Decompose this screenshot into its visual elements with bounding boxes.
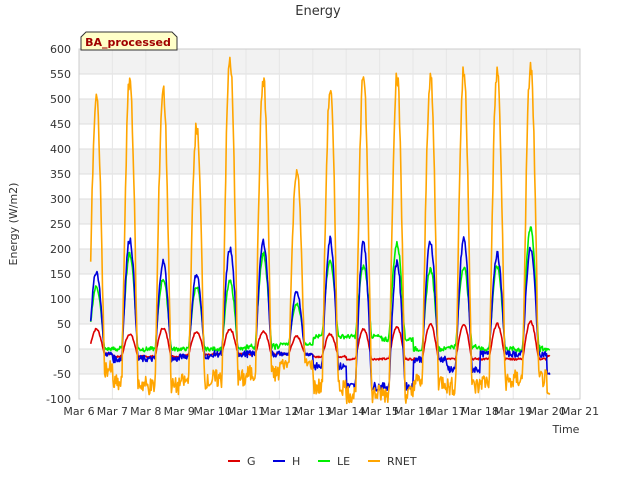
- plot-band: [79, 174, 580, 199]
- plot-band: [79, 299, 580, 324]
- legend-label-h: H: [292, 455, 300, 468]
- y-tick-label: 550: [50, 68, 71, 81]
- y-tick-label: 100: [50, 293, 71, 306]
- y-tick-label: 200: [50, 243, 71, 256]
- plot-band: [79, 149, 580, 174]
- series-line-g: [89, 320, 551, 361]
- x-tick-label: Mar 21: [561, 405, 599, 418]
- series-layer: [89, 56, 551, 405]
- series-line-rnet: [89, 56, 551, 405]
- plot-band: [79, 49, 580, 74]
- y-tick-label: 250: [50, 218, 71, 231]
- x-tick-label: Mar 13: [294, 405, 332, 418]
- y-tick-label: 50: [57, 318, 71, 331]
- legend-label-rnet: RNET: [387, 455, 417, 468]
- plot-band: [79, 349, 580, 374]
- x-tick-label: Mar 8: [130, 405, 161, 418]
- x-tick-label: Mar 15: [360, 405, 398, 418]
- x-tick-label: Mar 19: [494, 405, 532, 418]
- y-tick-label: -100: [46, 393, 71, 406]
- plot-band: [79, 124, 580, 149]
- y-tick-label: 350: [50, 168, 71, 181]
- y-tick-label: 150: [50, 268, 71, 281]
- plot-frame: [78, 48, 581, 400]
- x-tick-label: Mar 16: [394, 405, 432, 418]
- x-tick-label: Mar 7: [97, 405, 128, 418]
- x-tick-label: Mar 20: [527, 405, 565, 418]
- y-tick-label: 500: [50, 93, 71, 106]
- badge-label: BA_processed: [85, 36, 171, 49]
- y-tick-label: 450: [50, 118, 71, 131]
- y-axis: -100 -50 0 50 100 150 200 250 300 350 400 450 500 550…: [46, 43, 71, 406]
- x-tick-label: Mar 10: [193, 405, 231, 418]
- badge-box: [80, 31, 178, 51]
- x-tick-label: Mar 9: [164, 405, 195, 418]
- x-tick-label: Mar 12: [260, 405, 298, 418]
- x-tick-label: Mar 17: [427, 405, 465, 418]
- y-tick-label: 300: [50, 193, 71, 206]
- chart-title: Energy: [295, 4, 341, 19]
- x-tick-label: Mar 6: [63, 405, 94, 418]
- x-axis-label: Time: [552, 423, 580, 436]
- y-axis-label: Energy (W/m2): [7, 183, 20, 266]
- legend-label-g: G: [247, 455, 256, 468]
- y-tick-label: -50: [53, 368, 71, 381]
- y-tick-label: 400: [50, 143, 71, 156]
- series-line-h: [89, 235, 551, 392]
- y-tick-label: 600: [50, 43, 71, 56]
- x-tick-label: Mar 11: [227, 405, 265, 418]
- plot-band: [79, 199, 580, 224]
- legend-label-le: LE: [337, 455, 350, 468]
- x-tick-label: Mar 14: [327, 405, 365, 418]
- x-tick-label: Mar 18: [461, 405, 499, 418]
- legend: G H LE RNET: [228, 455, 417, 468]
- y-tick-label: 0: [64, 343, 71, 356]
- plot-band: [79, 374, 580, 399]
- plot-band: [79, 274, 580, 299]
- badge: BA_processed: [80, 31, 178, 51]
